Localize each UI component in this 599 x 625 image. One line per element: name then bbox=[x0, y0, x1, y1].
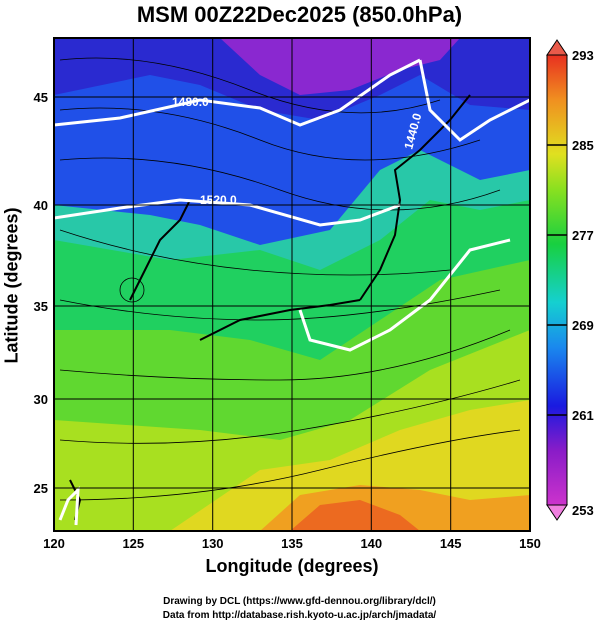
x-tick-label: 125 bbox=[122, 536, 144, 551]
x-tick-label: 140 bbox=[360, 536, 382, 551]
x-tick-label: 135 bbox=[281, 536, 303, 551]
y-tick-label: 35 bbox=[34, 299, 48, 314]
x-tick-label: 120 bbox=[43, 536, 65, 551]
wind-streamlines bbox=[59, 57, 521, 501]
x-axis-label: Longitude (degrees) bbox=[205, 556, 379, 576]
colorbar: 293 285 277 269 261 253 bbox=[546, 39, 594, 521]
x-tick-labels: 120 125 130 135 140 145 150 bbox=[43, 536, 541, 551]
colorbar-label: 253 bbox=[572, 503, 594, 518]
y-axis-label: Latitude (degrees) bbox=[1, 207, 22, 364]
credit-data: Data from http://database.rish.kyoto-u.a… bbox=[162, 610, 437, 621]
y-tick-label: 30 bbox=[34, 392, 48, 407]
colorbar-label: 285 bbox=[572, 138, 594, 153]
x-tick-label: 130 bbox=[202, 536, 224, 551]
colorbar-label: 293 bbox=[572, 48, 594, 63]
colorbar-max-arrow bbox=[546, 39, 568, 56]
map-grid bbox=[54, 38, 530, 531]
colorbar-label: 261 bbox=[572, 408, 594, 423]
y-tick-labels: 25 30 35 40 45 bbox=[34, 90, 48, 496]
map-frame bbox=[53, 37, 531, 532]
x-tick-label: 150 bbox=[519, 536, 541, 551]
colorbar-min-arrow bbox=[546, 504, 568, 521]
y-tick-label: 40 bbox=[34, 198, 48, 213]
x-tick-label: 145 bbox=[440, 536, 462, 551]
colorbar-label: 269 bbox=[572, 318, 594, 333]
contour-label-1480: 1480.0 bbox=[172, 95, 209, 109]
credit-drawing: Drawing by DCL (https://www.gfd-dennou.o… bbox=[163, 596, 436, 607]
chart-title: MSM 00Z22Dec2025 (850.0hPa) bbox=[136, 2, 463, 27]
contour-label-1520: 1520.0 bbox=[200, 193, 237, 207]
y-tick-label: 25 bbox=[34, 481, 48, 496]
colorbar-label: 277 bbox=[572, 228, 594, 243]
y-tick-label: 45 bbox=[34, 90, 48, 105]
